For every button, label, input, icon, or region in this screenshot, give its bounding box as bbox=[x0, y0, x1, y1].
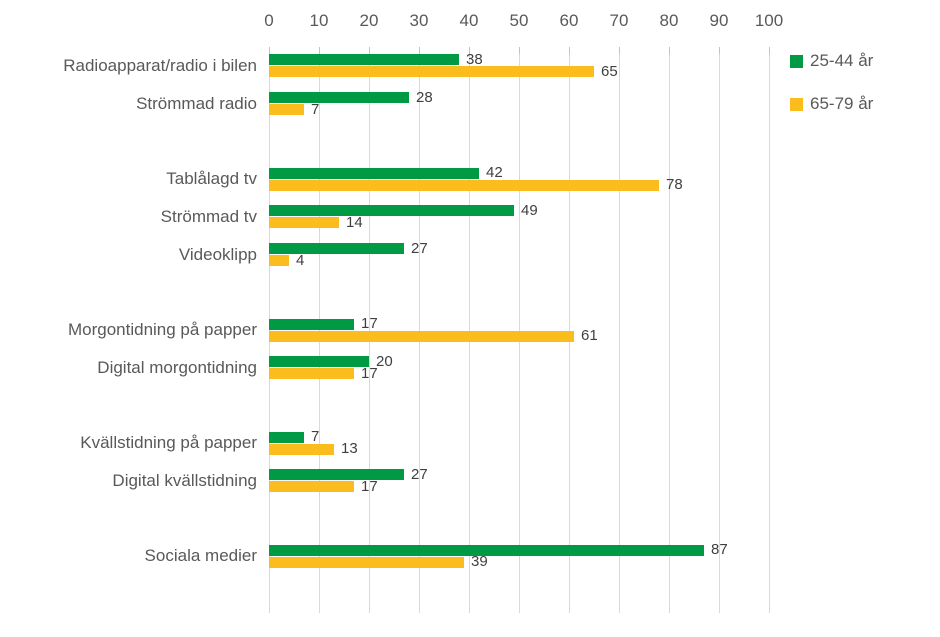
bar-age-65-79 bbox=[269, 179, 659, 191]
legend-swatch-yellow bbox=[790, 97, 803, 111]
category-label: Digital morgontidning bbox=[97, 357, 257, 377]
value-label: 7 bbox=[311, 428, 320, 446]
value-label: 20 bbox=[376, 352, 393, 370]
gridline bbox=[519, 47, 520, 613]
category-label: Tablålagd tv bbox=[166, 169, 257, 189]
bar-age-65-79 bbox=[269, 255, 289, 267]
value-label: 7 bbox=[311, 100, 320, 118]
bar-age-65-79 bbox=[269, 217, 339, 229]
category-label: Digital kvällstidning bbox=[112, 470, 257, 490]
bar-age-65-79 bbox=[269, 556, 464, 568]
bar-age-65-79 bbox=[269, 104, 304, 116]
bar-age-65-79 bbox=[269, 330, 574, 342]
bar-age-25-44 bbox=[269, 205, 514, 217]
value-label: 42 bbox=[486, 164, 503, 182]
gridline bbox=[319, 47, 320, 613]
axis-tick-mark bbox=[419, 47, 420, 54]
gridline bbox=[719, 47, 720, 613]
axis-tick-label: 0 bbox=[264, 11, 274, 30]
legend-label: 25-44 år bbox=[810, 51, 874, 70]
gridline bbox=[469, 47, 470, 613]
axis-tick-label: 40 bbox=[459, 11, 479, 30]
category-label: Videoklipp bbox=[178, 244, 257, 264]
bar-age-25-44 bbox=[269, 318, 354, 330]
gridline bbox=[619, 47, 620, 613]
axis-tick-label: 20 bbox=[359, 11, 379, 30]
value-label: 38 bbox=[466, 50, 483, 68]
category-label: Sociala medier bbox=[144, 546, 257, 566]
category-label: Strömmad radio bbox=[136, 93, 257, 113]
value-label: 87 bbox=[711, 541, 728, 559]
axis-tick-mark bbox=[369, 47, 370, 54]
axis-tick-mark bbox=[469, 47, 470, 54]
bar-age-25-44 bbox=[269, 431, 304, 443]
legend: 25-44 år 65-79 år bbox=[790, 50, 873, 136]
bar-age-25-44 bbox=[269, 469, 404, 481]
bar-age-25-44 bbox=[269, 92, 409, 104]
value-label: 28 bbox=[416, 88, 433, 106]
axis-tick-mark bbox=[719, 47, 720, 54]
bar-age-65-79 bbox=[269, 368, 354, 380]
axis-tick-mark bbox=[619, 47, 620, 54]
bar-age-65-79 bbox=[269, 443, 334, 455]
value-label: 13 bbox=[341, 440, 358, 458]
value-label: 65 bbox=[601, 62, 618, 80]
axis-tick-label: 70 bbox=[609, 11, 629, 30]
axis-tick-label: 60 bbox=[559, 11, 579, 30]
category-label: Radioapparat/radio i bilen bbox=[63, 55, 257, 75]
value-label: 14 bbox=[346, 213, 363, 231]
category-label: Strömmad tv bbox=[160, 206, 257, 226]
axis-tick-mark bbox=[319, 47, 320, 54]
legend-swatch-green bbox=[790, 54, 803, 68]
value-label: 61 bbox=[581, 327, 598, 344]
category-label: Kvällstidning på papper bbox=[80, 433, 257, 453]
gridline bbox=[769, 47, 770, 613]
axis-tick-label: 10 bbox=[309, 11, 329, 30]
value-label: 4 bbox=[296, 251, 305, 269]
bar-age-25-44 bbox=[269, 167, 479, 179]
axis-tick-label: 80 bbox=[659, 11, 679, 30]
axis-tick-label: 50 bbox=[509, 11, 529, 30]
bar-age-65-79 bbox=[269, 481, 354, 493]
axis-tick-mark bbox=[519, 47, 520, 54]
gridline bbox=[569, 47, 570, 613]
gridline bbox=[419, 47, 420, 613]
gridline bbox=[369, 47, 370, 613]
axis-tick-label: 30 bbox=[409, 11, 429, 30]
legend-item: 65-79 år bbox=[790, 93, 873, 115]
value-label: 17 bbox=[361, 364, 378, 382]
value-label: 39 bbox=[471, 553, 488, 571]
axis-tick-mark bbox=[769, 47, 770, 54]
axis-tick-label: 100 bbox=[754, 11, 784, 30]
axis-tick-mark bbox=[569, 47, 570, 54]
bar-age-25-44 bbox=[269, 356, 369, 368]
bar-age-25-44 bbox=[269, 544, 704, 556]
value-label: 17 bbox=[361, 315, 378, 332]
legend-label: 65-79 år bbox=[810, 94, 874, 113]
bar-age-25-44 bbox=[269, 243, 404, 255]
gridline bbox=[269, 47, 270, 613]
gridline bbox=[669, 47, 670, 613]
legend-item: 25-44 år bbox=[790, 50, 873, 72]
value-label: 17 bbox=[361, 477, 378, 495]
category-label: Morgontidning på papper bbox=[67, 320, 257, 339]
axis-tick-label: 90 bbox=[709, 11, 729, 30]
axis-tick-mark bbox=[669, 47, 670, 54]
bar-age-65-79 bbox=[269, 66, 594, 78]
bar-age-25-44 bbox=[269, 54, 459, 66]
value-label: 27 bbox=[411, 239, 428, 257]
axis-tick-mark bbox=[269, 47, 270, 54]
value-label: 27 bbox=[411, 465, 428, 483]
value-label: 49 bbox=[521, 201, 538, 219]
value-label: 78 bbox=[666, 176, 683, 194]
